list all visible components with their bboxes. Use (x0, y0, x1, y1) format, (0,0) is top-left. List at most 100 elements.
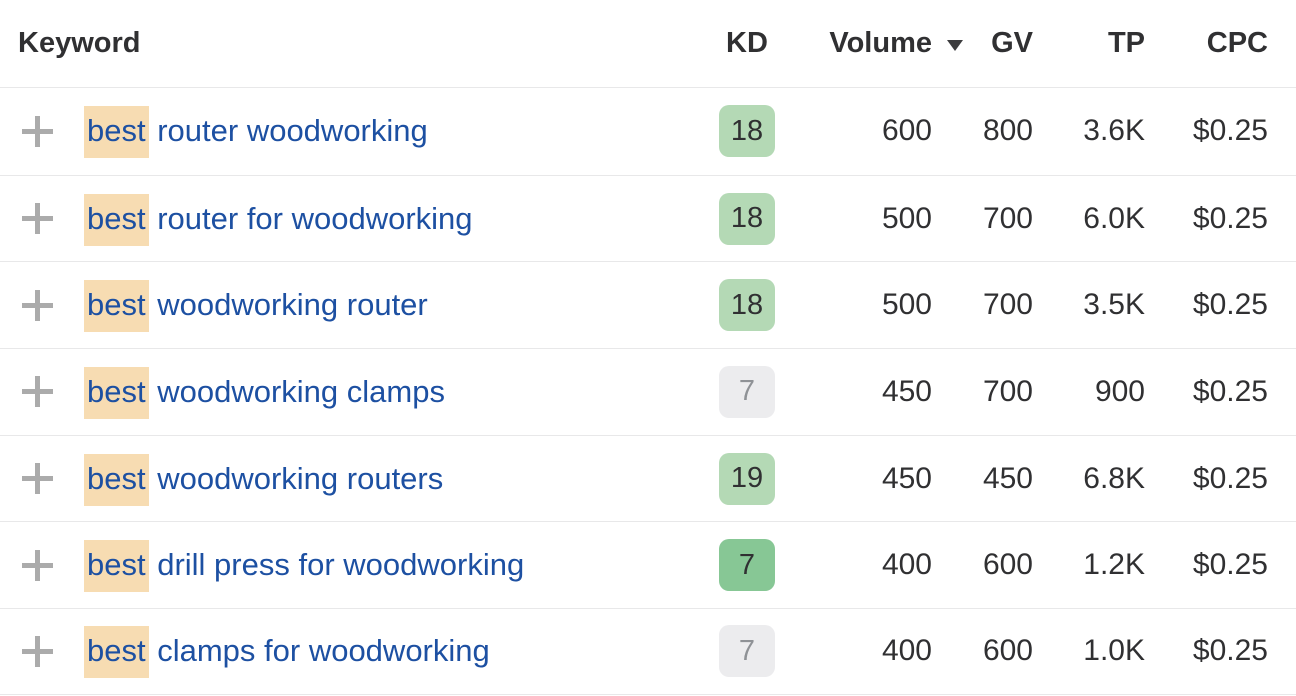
add-cell (0, 289, 84, 321)
volume-cell: 450 (881, 374, 932, 408)
keyword-link[interactable]: best woodworking clamps (84, 366, 445, 419)
add-keyword-button[interactable] (22, 203, 53, 235)
volume-cell: 500 (881, 288, 932, 322)
keyword-rest: router woodworking (148, 113, 428, 149)
gv-cell: 450 (982, 461, 1033, 495)
table-body: best router woodworking 18 600 800 3.6K … (0, 88, 1296, 695)
keyword-rest: woodworking router (148, 287, 428, 323)
column-header-volume-label: Volume (829, 27, 932, 59)
add-keyword-button[interactable] (22, 463, 53, 495)
tp-cell: 3.5K (1083, 288, 1145, 322)
keyword-cell: best woodworking routers (84, 453, 718, 506)
keyword-link[interactable]: best woodworking routers (84, 453, 444, 506)
gv-cell: 700 (982, 201, 1033, 235)
kd-cell: 18 (718, 105, 776, 158)
kd-badge: 7 (719, 625, 775, 678)
table-row: best woodworking clamps 7 450 700 900 $0… (0, 348, 1296, 435)
add-keyword-button[interactable] (22, 549, 53, 581)
tp-cell: 1.2K (1083, 548, 1145, 582)
cpc-cell: $0.25 (1192, 548, 1268, 582)
keyword-highlight: best (84, 540, 149, 593)
keyword-highlight: best (84, 106, 149, 159)
column-header-kd[interactable]: KD (726, 27, 768, 59)
keyword-link[interactable]: best drill press for woodworking (84, 540, 525, 593)
keyword-cell: best woodworking clamps (84, 366, 718, 419)
table-row: best woodworking routers 19 450 450 6.8K… (0, 434, 1296, 522)
column-header-cpc[interactable]: CPC (1206, 27, 1268, 59)
keyword-rest: router for woodworking (148, 200, 473, 236)
column-header-keyword[interactable]: Keyword (18, 27, 141, 59)
tp-cell: 6.8K (1083, 461, 1145, 495)
volume-cell: 600 (881, 114, 932, 148)
table-row: best clamps for woodworking 7 400 600 1.… (0, 608, 1296, 695)
kd-badge: 18 (719, 279, 775, 332)
add-cell (0, 115, 84, 147)
table-row: best woodworking router 18 500 700 3.5K … (0, 261, 1296, 349)
gv-cell: 600 (982, 634, 1033, 668)
add-keyword-button[interactable] (22, 376, 53, 408)
tp-cell: 900 (1094, 374, 1145, 408)
keyword-cell: best clamps for woodworking (84, 626, 718, 679)
add-cell (0, 463, 84, 495)
kd-cell: 18 (718, 279, 776, 332)
keyword-rest: woodworking routers (148, 460, 444, 496)
table-header: Keyword KD Volume GV TP CPC (0, 0, 1296, 88)
sort-desc-icon (947, 39, 963, 51)
keyword-highlight: best (84, 193, 149, 246)
volume-cell: 500 (881, 201, 932, 235)
add-keyword-button[interactable] (22, 115, 53, 147)
volume-cell: 450 (881, 461, 932, 495)
kd-cell: 18 (718, 192, 776, 245)
kd-cell: 7 (718, 625, 776, 678)
kd-badge: 18 (719, 192, 775, 245)
keyword-highlight: best (84, 366, 149, 419)
add-keyword-button[interactable] (22, 635, 53, 667)
kd-cell: 19 (718, 452, 776, 505)
gv-cell: 600 (982, 548, 1033, 582)
cpc-cell: $0.25 (1192, 374, 1268, 408)
keyword-highlight: best (84, 453, 149, 506)
volume-cell: 400 (881, 634, 932, 668)
keyword-highlight: best (84, 626, 149, 679)
kd-cell: 7 (718, 365, 776, 418)
table-row: best router for woodworking 18 500 700 6… (0, 174, 1296, 262)
cpc-cell: $0.25 (1192, 114, 1268, 148)
keyword-link[interactable]: best woodworking router (84, 280, 428, 333)
add-cell (0, 635, 84, 667)
tp-cell: 6.0K (1083, 201, 1145, 235)
add-cell (0, 376, 84, 408)
kd-badge: 7 (719, 539, 775, 592)
tp-cell: 1.0K (1083, 634, 1145, 668)
keyword-cell: best router for woodworking (84, 193, 718, 246)
kd-badge: 19 (719, 452, 775, 505)
keyword-cell: best drill press for woodworking (84, 540, 718, 593)
volume-cell: 400 (881, 548, 932, 582)
table-row: best router woodworking 18 600 800 3.6K … (0, 88, 1296, 175)
keyword-highlight: best (84, 280, 149, 333)
gv-cell: 700 (982, 374, 1033, 408)
keyword-rest: woodworking clamps (148, 373, 445, 409)
add-cell (0, 549, 84, 581)
table-row: best drill press for woodworking 7 400 6… (0, 521, 1296, 609)
add-keyword-button[interactable] (22, 289, 53, 321)
keyword-rest: drill press for woodworking (148, 547, 525, 583)
keyword-cell: best router woodworking (84, 106, 718, 159)
kd-badge: 18 (719, 105, 775, 158)
column-header-tp[interactable]: TP (1107, 27, 1145, 59)
gv-cell: 800 (982, 114, 1033, 148)
keyword-cell: best woodworking router (84, 280, 718, 333)
gv-cell: 700 (982, 288, 1033, 322)
keyword-link[interactable]: best clamps for woodworking (84, 626, 490, 679)
kd-cell: 7 (718, 539, 776, 592)
cpc-cell: $0.25 (1192, 288, 1268, 322)
keyword-link[interactable]: best router woodworking (84, 106, 428, 159)
add-cell (0, 203, 84, 235)
cpc-cell: $0.25 (1192, 461, 1268, 495)
keyword-link[interactable]: best router for woodworking (84, 193, 473, 246)
cpc-cell: $0.25 (1192, 201, 1268, 235)
column-header-gv[interactable]: GV (991, 27, 1033, 59)
kd-badge: 7 (719, 365, 775, 418)
keyword-rest: clamps for woodworking (148, 633, 490, 669)
column-header-volume[interactable]: Volume (776, 27, 963, 60)
cpc-cell: $0.25 (1192, 634, 1268, 668)
